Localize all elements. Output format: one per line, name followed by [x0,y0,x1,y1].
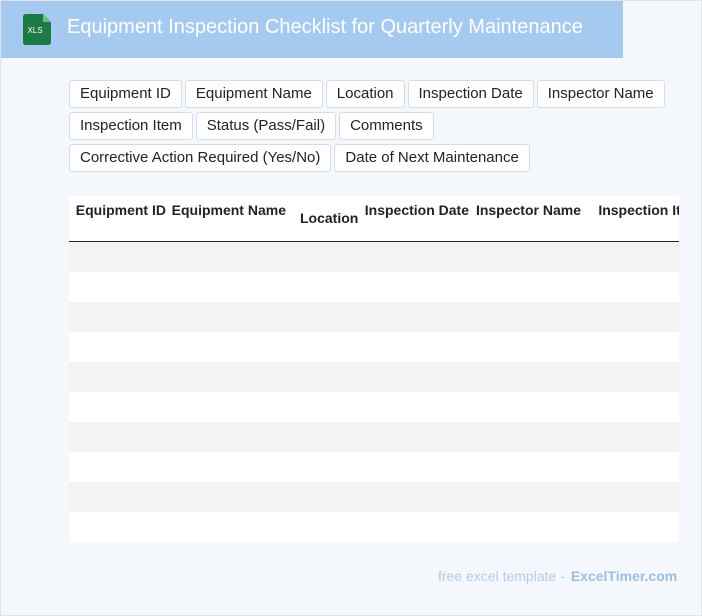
tag[interactable]: Equipment ID [69,80,182,108]
table-row [69,452,679,482]
column-header: Equipment Name [171,202,286,218]
page-title: Equipment Inspection Checklist for Quart… [67,16,583,38]
icon-label: XLS [27,26,43,35]
table-row [69,242,679,272]
tag[interactable]: Inspector Name [536,80,665,108]
table-row [69,482,679,512]
footer-link[interactable]: ExcelTimer.com [570,568,678,584]
table-header: Equipment ID Equipment Name Location Inspec… [69,196,679,242]
column-header: Inspection Date [364,202,469,218]
tag[interactable]: Equipment Name [184,80,323,108]
banner: XLS Equipment Inspection Checklist for Q… [1,1,623,58]
column-header: Location [300,210,359,226]
table-row [69,302,679,332]
table-row [69,332,679,362]
tag[interactable]: Status (Pass/Fail) [195,112,337,140]
table-row [69,392,679,422]
tag[interactable]: Corrective Action Required (Yes/No) [69,144,332,172]
footer: free excel template - ExcelTimer.com [438,568,677,584]
tag-list: Equipment ID Equipment Name Location Inspec… [69,80,669,172]
table-body [69,242,679,542]
tag[interactable]: Date of Next Maintenance [334,144,530,172]
table-row [69,362,679,392]
footer-text: free excel template - [438,568,565,584]
table-row [69,422,679,452]
column-header: Inspector Name [475,202,581,218]
table-row [69,272,679,302]
table: Equipment ID Equipment Name Location Inspec… [69,196,679,542]
tag[interactable]: Comments [339,112,434,140]
tag[interactable]: Location [325,80,405,108]
column-header: Equipment ID [75,202,166,218]
tag[interactable]: Inspection Date [407,80,534,108]
table-row [69,512,679,542]
xls-icon [23,14,51,45]
column-header: Inspection Item [598,202,679,218]
tag[interactable]: Inspection Item [69,112,193,140]
